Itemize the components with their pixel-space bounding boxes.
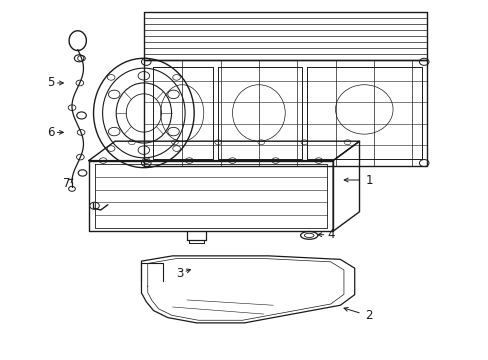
Text: 6: 6 xyxy=(46,126,54,139)
Polygon shape xyxy=(141,256,354,323)
Text: 1: 1 xyxy=(365,174,372,186)
Text: 2: 2 xyxy=(365,309,372,322)
Text: 5: 5 xyxy=(47,76,54,90)
Text: 7: 7 xyxy=(63,177,71,190)
Text: 3: 3 xyxy=(176,267,183,280)
Text: 4: 4 xyxy=(326,228,334,241)
